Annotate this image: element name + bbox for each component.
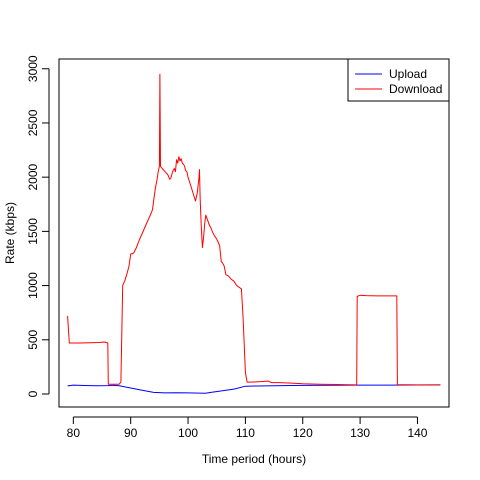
x-tick-label: 120 (293, 426, 313, 440)
x-tick-label: 90 (124, 426, 138, 440)
plot-frame (58, 58, 450, 408)
y-tick-label: 3000 (26, 55, 40, 82)
x-tick-label: 130 (350, 426, 370, 440)
x-axis: 80 90 100 110 120 130 140 (67, 416, 428, 440)
y-tick-label: 500 (26, 329, 40, 349)
legend-box (347, 58, 450, 102)
x-tick-label: 110 (236, 426, 255, 440)
legend-label-upload: Upload (389, 67, 427, 81)
legend: Upload Download (347, 58, 450, 102)
series-line-download (67, 73, 441, 386)
x-axis-title: Time period (hours) (202, 452, 306, 466)
y-tick-label: 1000 (26, 272, 40, 299)
y-tick-label: 0 (26, 390, 40, 397)
y-axis-title: Rate (kbps) (3, 202, 17, 264)
y-tick-label: 1500 (26, 218, 40, 245)
series-line-upload (67, 384, 441, 394)
x-tick-label: 140 (407, 426, 427, 440)
series-layer (67, 73, 441, 394)
y-axis: 0 500 1000 1500 2000 2500 3000 (26, 55, 50, 397)
y-tick-label: 2000 (26, 163, 40, 190)
x-tick-label: 100 (178, 426, 198, 440)
x-tick-label: 80 (67, 426, 81, 440)
y-tick-label: 2500 (26, 109, 40, 136)
legend-label-download: Download (389, 82, 442, 96)
